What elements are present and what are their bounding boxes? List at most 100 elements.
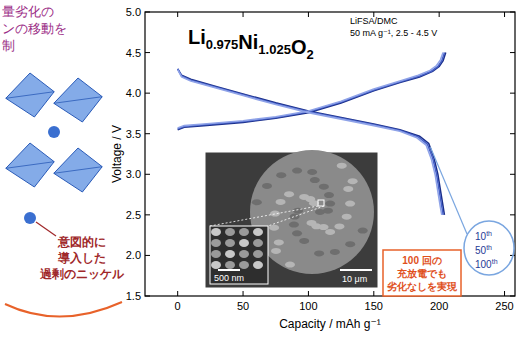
legend-number: 50 <box>475 245 487 256</box>
sem-grain <box>276 172 286 178</box>
y-tick <box>145 174 150 175</box>
sem-grain <box>345 201 355 207</box>
sem-grain <box>211 239 221 247</box>
y-tick <box>510 174 515 175</box>
sem-inset: 500 nm10 μm <box>205 150 378 288</box>
cycle-curve <box>178 53 445 215</box>
sem-grain <box>345 241 355 247</box>
sem-grain <box>325 201 335 207</box>
diagram-heading: ンの移動を <box>2 21 67 36</box>
sem-grain <box>211 250 221 258</box>
y-tick <box>145 255 150 256</box>
legend-suffix: th <box>492 258 498 265</box>
x-tick-label: 150 <box>365 300 383 312</box>
annotation-box: 100 回の充放電でも劣化なしを実現 <box>383 250 461 296</box>
sem-grain <box>211 228 221 236</box>
x-tick-label: 200 <box>430 300 448 312</box>
legend-number: 100 <box>475 259 492 270</box>
x-tick <box>373 291 374 296</box>
sem-grain <box>314 250 324 256</box>
sem-grain <box>307 169 317 175</box>
y-tick <box>145 296 150 297</box>
sem-grain <box>342 214 352 220</box>
x-tick <box>439 12 440 17</box>
cycle-curve <box>178 53 443 215</box>
axes: 0501001502002501.52.02.53.03.54.04.55.0 <box>126 6 515 312</box>
sem-grain <box>293 208 303 214</box>
legend-suffix: th <box>486 230 492 237</box>
sem-grain <box>319 184 329 190</box>
sem-grain <box>292 230 302 236</box>
y-tick-label: 5.0 <box>126 6 141 18</box>
sem-zoom-marker <box>318 200 324 206</box>
sem-grain <box>284 191 294 197</box>
annotation-frame <box>383 250 461 296</box>
y-tick <box>145 133 150 134</box>
title-element: Ni <box>238 31 258 53</box>
x-tick-label: 100 <box>299 300 317 312</box>
x-tick <box>504 12 505 17</box>
sem-grain <box>225 261 235 269</box>
octahedron-edge <box>6 162 54 169</box>
x-tick <box>243 291 244 296</box>
sem-grain <box>239 239 249 247</box>
y-tick-label: 1.5 <box>126 290 141 302</box>
x-tick <box>243 12 244 17</box>
curves <box>178 53 446 215</box>
x-tick-label: 50 <box>237 300 249 312</box>
x-tick <box>177 291 178 296</box>
octahedron-edge <box>54 97 102 104</box>
x-tick <box>504 291 505 296</box>
octahedron <box>54 148 102 192</box>
sem-grain <box>348 178 358 184</box>
sem-grain <box>285 262 295 268</box>
outline-arc <box>5 302 122 317</box>
y-tick <box>145 214 150 215</box>
x-tick <box>308 12 309 17</box>
diagram-label: 意図的に <box>57 235 106 249</box>
y-tick <box>510 12 515 13</box>
subtitle: LiFSA/DMC <box>350 16 398 26</box>
sem-grain <box>309 200 319 206</box>
sem-grain <box>225 228 235 236</box>
annotation-text: 劣化なしを実現 <box>386 281 458 293</box>
legend-label: 50th <box>475 244 492 256</box>
y-tick <box>145 52 150 53</box>
legend-label: 10th <box>475 230 492 242</box>
y-tick-label: 3.0 <box>126 168 141 180</box>
y-tick <box>510 214 515 215</box>
annotation-text: 100 回の <box>402 255 441 266</box>
sem-grain <box>290 214 300 220</box>
sem-particle <box>250 150 374 274</box>
x-tick-label: 250 <box>495 300 513 312</box>
sem-grain <box>343 186 353 192</box>
y-tick <box>510 52 515 53</box>
sem-grain <box>225 239 235 247</box>
scale-label: 10 μm <box>342 274 367 284</box>
scale-bar <box>218 269 240 271</box>
title-subscript: 2 <box>306 47 313 62</box>
chart-title: Li0.975Ni1.025O2 <box>188 26 314 62</box>
sem-grain <box>269 225 279 231</box>
octahedron-edge <box>54 167 102 174</box>
sem-grain <box>337 163 347 169</box>
diagram-label: 過剰のニッケル <box>39 267 125 281</box>
sem-grain <box>325 229 335 235</box>
title-element: O <box>291 36 307 58</box>
diagram-heading: 制 <box>2 38 15 53</box>
octahedron <box>6 73 54 117</box>
sem-grain <box>253 261 263 269</box>
sem-grain <box>274 239 284 245</box>
x-tick-label: 0 <box>175 300 181 312</box>
y-tick <box>145 93 150 94</box>
legend-label: 100th <box>475 258 498 270</box>
y-tick <box>145 12 150 13</box>
sem-grain <box>289 222 299 228</box>
legend-leader <box>430 147 467 234</box>
y-tick <box>510 93 515 94</box>
title-element: Li <box>188 26 206 48</box>
sem-grain <box>306 220 316 226</box>
octahedron <box>6 143 54 187</box>
subtitle: 50 mA g⁻¹, 2.5 - 4.5 V <box>350 28 437 38</box>
sem-grain <box>334 223 344 229</box>
